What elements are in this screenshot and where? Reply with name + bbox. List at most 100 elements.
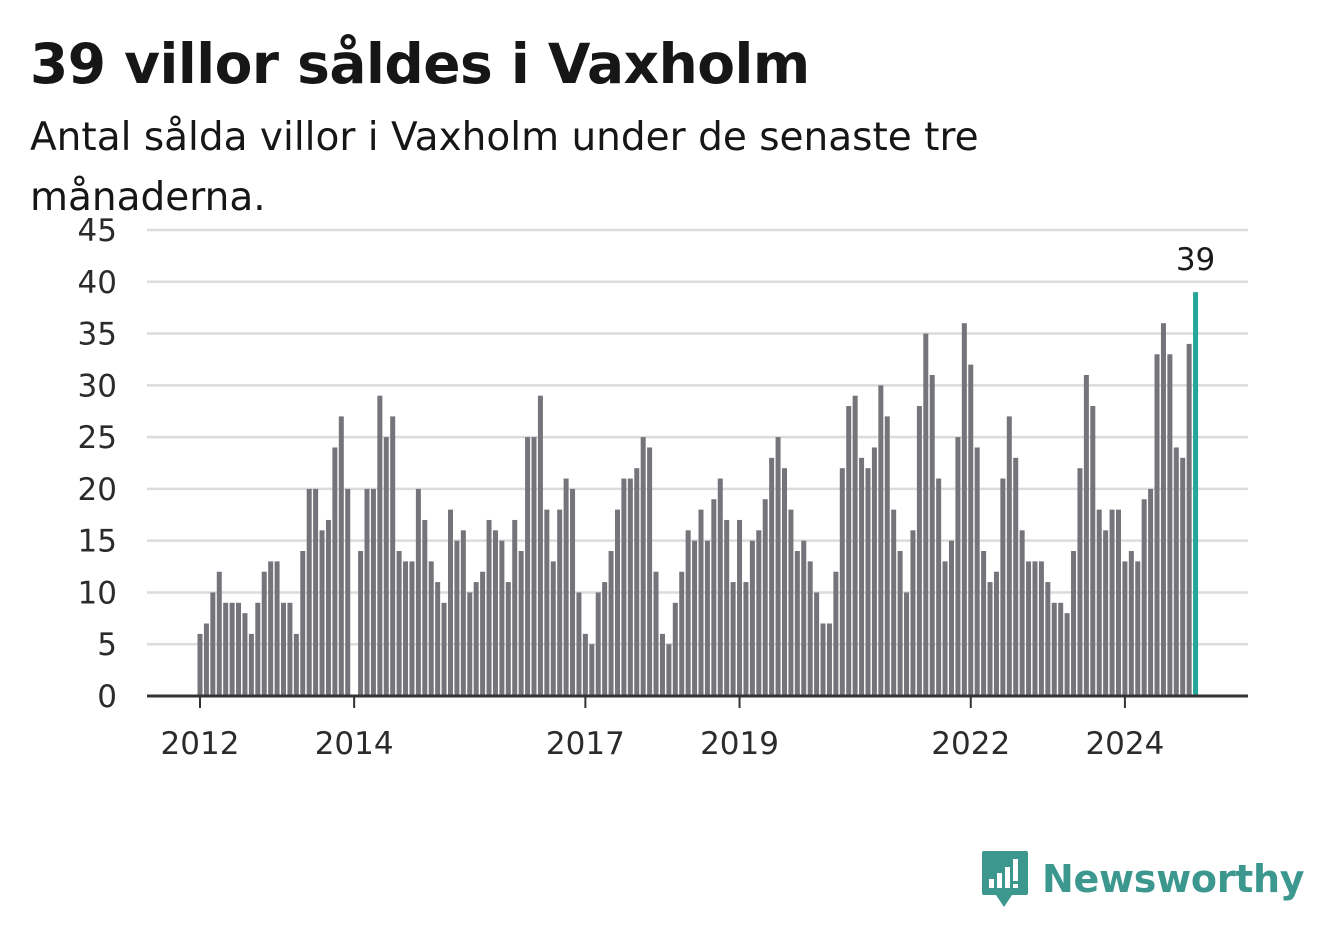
bar [1083, 374, 1089, 696]
bar [1051, 602, 1057, 696]
bar [467, 592, 473, 696]
bar [313, 488, 319, 696]
bar [512, 519, 518, 696]
bar [261, 571, 267, 696]
x-axis-tick-labels: 2012 2014 2017 2019 2022 2024 [161, 726, 1165, 762]
bar [724, 519, 730, 696]
bar [891, 509, 897, 696]
bar [627, 478, 633, 696]
bar [897, 551, 903, 696]
bar [614, 509, 620, 696]
bar [672, 602, 678, 696]
bar [717, 478, 723, 696]
bar [685, 530, 691, 696]
bar [621, 478, 627, 696]
bar [492, 530, 498, 696]
bar [229, 602, 235, 696]
x-tick-label: 2012 [161, 726, 240, 762]
bar [447, 509, 453, 696]
bar [1058, 602, 1064, 696]
bar [242, 613, 248, 696]
bar [499, 540, 505, 696]
bar [833, 571, 839, 696]
bar [749, 540, 755, 696]
bar [1103, 530, 1109, 696]
bar [993, 571, 999, 696]
newsworthy-logo-icon [982, 851, 1028, 907]
y-tick-label: 35 [78, 317, 117, 353]
bar [666, 644, 672, 696]
bar [859, 457, 865, 696]
bar [582, 633, 588, 696]
bar [1122, 561, 1128, 696]
bar [871, 447, 877, 696]
bar [647, 447, 653, 696]
bar [1154, 354, 1160, 696]
bar [1096, 509, 1102, 696]
bar [236, 602, 242, 696]
bar [659, 633, 665, 696]
bar [203, 623, 209, 696]
bar [197, 633, 203, 696]
bar [377, 395, 383, 696]
bar [1013, 457, 1019, 696]
y-tick-label: 40 [78, 265, 117, 301]
bar [557, 509, 563, 696]
bar [1064, 613, 1070, 696]
bar [1038, 561, 1044, 696]
bar [460, 530, 466, 696]
bars [197, 292, 1199, 696]
bar [358, 551, 364, 696]
bar [788, 509, 794, 696]
bar [1071, 551, 1077, 696]
bar [711, 499, 717, 696]
bar [936, 478, 942, 696]
bar [422, 519, 428, 696]
bar [454, 540, 460, 696]
bar [345, 488, 351, 696]
bar [775, 437, 781, 696]
bar [1109, 509, 1115, 696]
bar [1006, 416, 1012, 696]
bar [505, 582, 511, 696]
bar [274, 561, 280, 696]
y-tick-label: 20 [78, 472, 117, 508]
bar [807, 561, 813, 696]
bar [1173, 447, 1179, 696]
bar [730, 582, 736, 696]
bar [576, 592, 582, 696]
bar [839, 468, 845, 696]
bar [255, 602, 261, 696]
bar [1077, 468, 1083, 696]
bar [884, 416, 890, 696]
bar [820, 623, 826, 696]
y-tick-label: 5 [97, 627, 117, 663]
bar [403, 561, 409, 696]
bar [248, 633, 254, 696]
bar [1186, 343, 1192, 696]
x-axis [147, 694, 1248, 708]
bar [737, 519, 743, 696]
bar [974, 447, 980, 696]
bar [473, 582, 479, 696]
bar [781, 468, 787, 696]
bar [762, 499, 768, 696]
bar [987, 582, 993, 696]
bar [1180, 457, 1186, 696]
bar [846, 406, 852, 696]
chart-subtitle: Antal sålda villor i Vaxholm under de se… [30, 115, 979, 220]
bar [704, 540, 710, 696]
bar [390, 416, 396, 696]
bar [216, 571, 222, 696]
bar [640, 437, 646, 696]
grid-lines [147, 228, 1248, 646]
bar [525, 437, 531, 696]
bar [801, 540, 807, 696]
bar [589, 644, 595, 696]
highlight-value-label: 39 [1176, 242, 1215, 278]
bar [223, 602, 229, 696]
bar [486, 519, 492, 696]
bar [852, 395, 858, 696]
y-axis-tick-labels: 0 5 10 15 20 25 30 35 40 45 [78, 213, 117, 715]
